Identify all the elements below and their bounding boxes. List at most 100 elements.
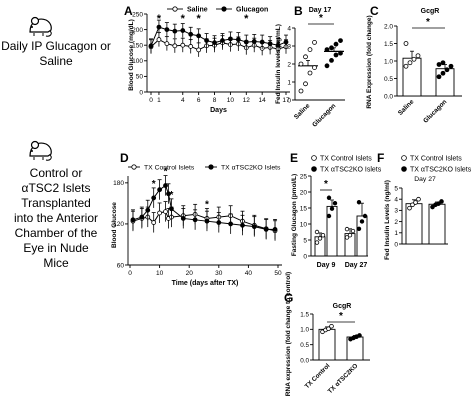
- data-point: [151, 220, 157, 225]
- data-point: [440, 70, 446, 76]
- x-tick-label: 6: [197, 97, 201, 104]
- x-tick-label: TX αTSC2KO: [327, 362, 360, 395]
- data-point: [216, 220, 222, 225]
- chart-title: Day 17: [309, 7, 332, 14]
- x-tick-label: 50: [274, 270, 282, 277]
- data-point: [130, 217, 136, 223]
- y-tick-label: 0.5: [300, 342, 309, 349]
- panel-label: F: [377, 151, 384, 165]
- data-point: [169, 206, 174, 212]
- series-line: [150, 26, 287, 47]
- data-point: [356, 200, 362, 205]
- data-point: [303, 81, 308, 87]
- y-tick-label: 200: [132, 27, 143, 34]
- data-point: [416, 196, 421, 202]
- x-tick-label: 10: [156, 270, 164, 277]
- data-point: [326, 326, 331, 332]
- data-point: [166, 191, 171, 197]
- x-tick-label: 12: [243, 97, 251, 104]
- data-point: [163, 209, 168, 215]
- data-point: [357, 333, 362, 338]
- y-tick-label: 20: [300, 189, 308, 196]
- data-point: [164, 27, 170, 33]
- data-point: [240, 222, 245, 228]
- data-point: [333, 52, 339, 58]
- data-point: [356, 226, 362, 231]
- bar: [428, 203, 446, 245]
- legend-marker: [311, 166, 317, 172]
- data-point: [204, 38, 209, 43]
- x-tick-label: Saline: [293, 102, 312, 121]
- data-point: [329, 323, 334, 329]
- data-point: [439, 199, 444, 204]
- y-tick-label: 0: [394, 241, 398, 248]
- data-point: [324, 47, 330, 52]
- chart-title: GcgR: [333, 303, 352, 310]
- y-tick-label: 1.0: [384, 58, 393, 65]
- data-point: [267, 41, 273, 47]
- y-axis-label: RNA Expression (fold change): [366, 15, 373, 108]
- treatment-line: Control or: [29, 166, 83, 180]
- y-tick-label: 1.0: [300, 327, 309, 334]
- data-point: [196, 33, 202, 39]
- data-point: [403, 63, 409, 69]
- y-tick-label: 1: [394, 230, 398, 237]
- data-point: [188, 44, 194, 49]
- legend-label: TX αTSC2KO Islets: [320, 167, 382, 174]
- y-tick-label: 0: [303, 253, 307, 260]
- data-point: [410, 202, 415, 208]
- y-tick-label: 0.0: [300, 357, 309, 364]
- data-point: [204, 218, 210, 224]
- y-tick-label: 250: [132, 11, 143, 18]
- x-tick-label: 20: [186, 270, 194, 277]
- treatment-line: Eye in Nude: [23, 241, 89, 255]
- treatment-label-top: Daily IP Glucagon or Saline: [0, 39, 112, 69]
- y-tick-label: 0.0: [384, 93, 393, 100]
- data-point: [172, 43, 178, 49]
- bar: [326, 205, 338, 257]
- y-tick-label: 100: [132, 58, 143, 65]
- data-point: [212, 40, 217, 46]
- y-tick-label: 120: [113, 221, 124, 228]
- data-point: [307, 70, 313, 76]
- data-point: [436, 201, 441, 206]
- data-point: [156, 24, 162, 30]
- legend-label: Glucagon: [236, 7, 268, 14]
- y-axis-label: Fed Insulin Levels (ng/ml): [384, 180, 391, 260]
- data-point: [164, 41, 170, 47]
- data-point: [436, 62, 442, 67]
- data-point: [259, 39, 265, 45]
- data-point: [283, 39, 289, 45]
- y-tick-label: 0.5: [384, 76, 393, 83]
- data-point: [326, 213, 332, 219]
- significance-marker: *: [205, 199, 209, 210]
- x-tick-label: 10: [227, 97, 235, 104]
- legend-label: TX Control Islets: [410, 156, 462, 163]
- significance-marker: *: [197, 13, 202, 25]
- data-point: [314, 229, 320, 235]
- data-point: [329, 206, 335, 211]
- data-point: [157, 187, 163, 193]
- data-point: [148, 43, 154, 49]
- x-tick-label: Glucagon: [311, 102, 337, 128]
- y-axis-label: Fed Insulin levels (ng/mL): [275, 24, 282, 104]
- data-point: [251, 39, 257, 44]
- x-tick-label: 1: [157, 97, 161, 104]
- data-point: [320, 232, 326, 238]
- data-point: [344, 235, 350, 240]
- data-point: [263, 226, 269, 232]
- y-tick-label: 0: [287, 97, 291, 104]
- legend-marker: [221, 6, 227, 12]
- bar: [318, 328, 336, 361]
- x-tick-label: 4: [181, 97, 185, 104]
- data-point: [407, 205, 412, 211]
- y-tick-label: 25: [300, 173, 308, 180]
- legend-marker: [208, 164, 214, 170]
- data-point: [307, 47, 313, 52]
- significance-marker: *: [244, 13, 249, 25]
- data-point: [151, 195, 157, 201]
- data-point: [359, 219, 365, 224]
- significance-marker: *: [324, 179, 328, 190]
- x-tick-label: Glucagon: [422, 98, 448, 124]
